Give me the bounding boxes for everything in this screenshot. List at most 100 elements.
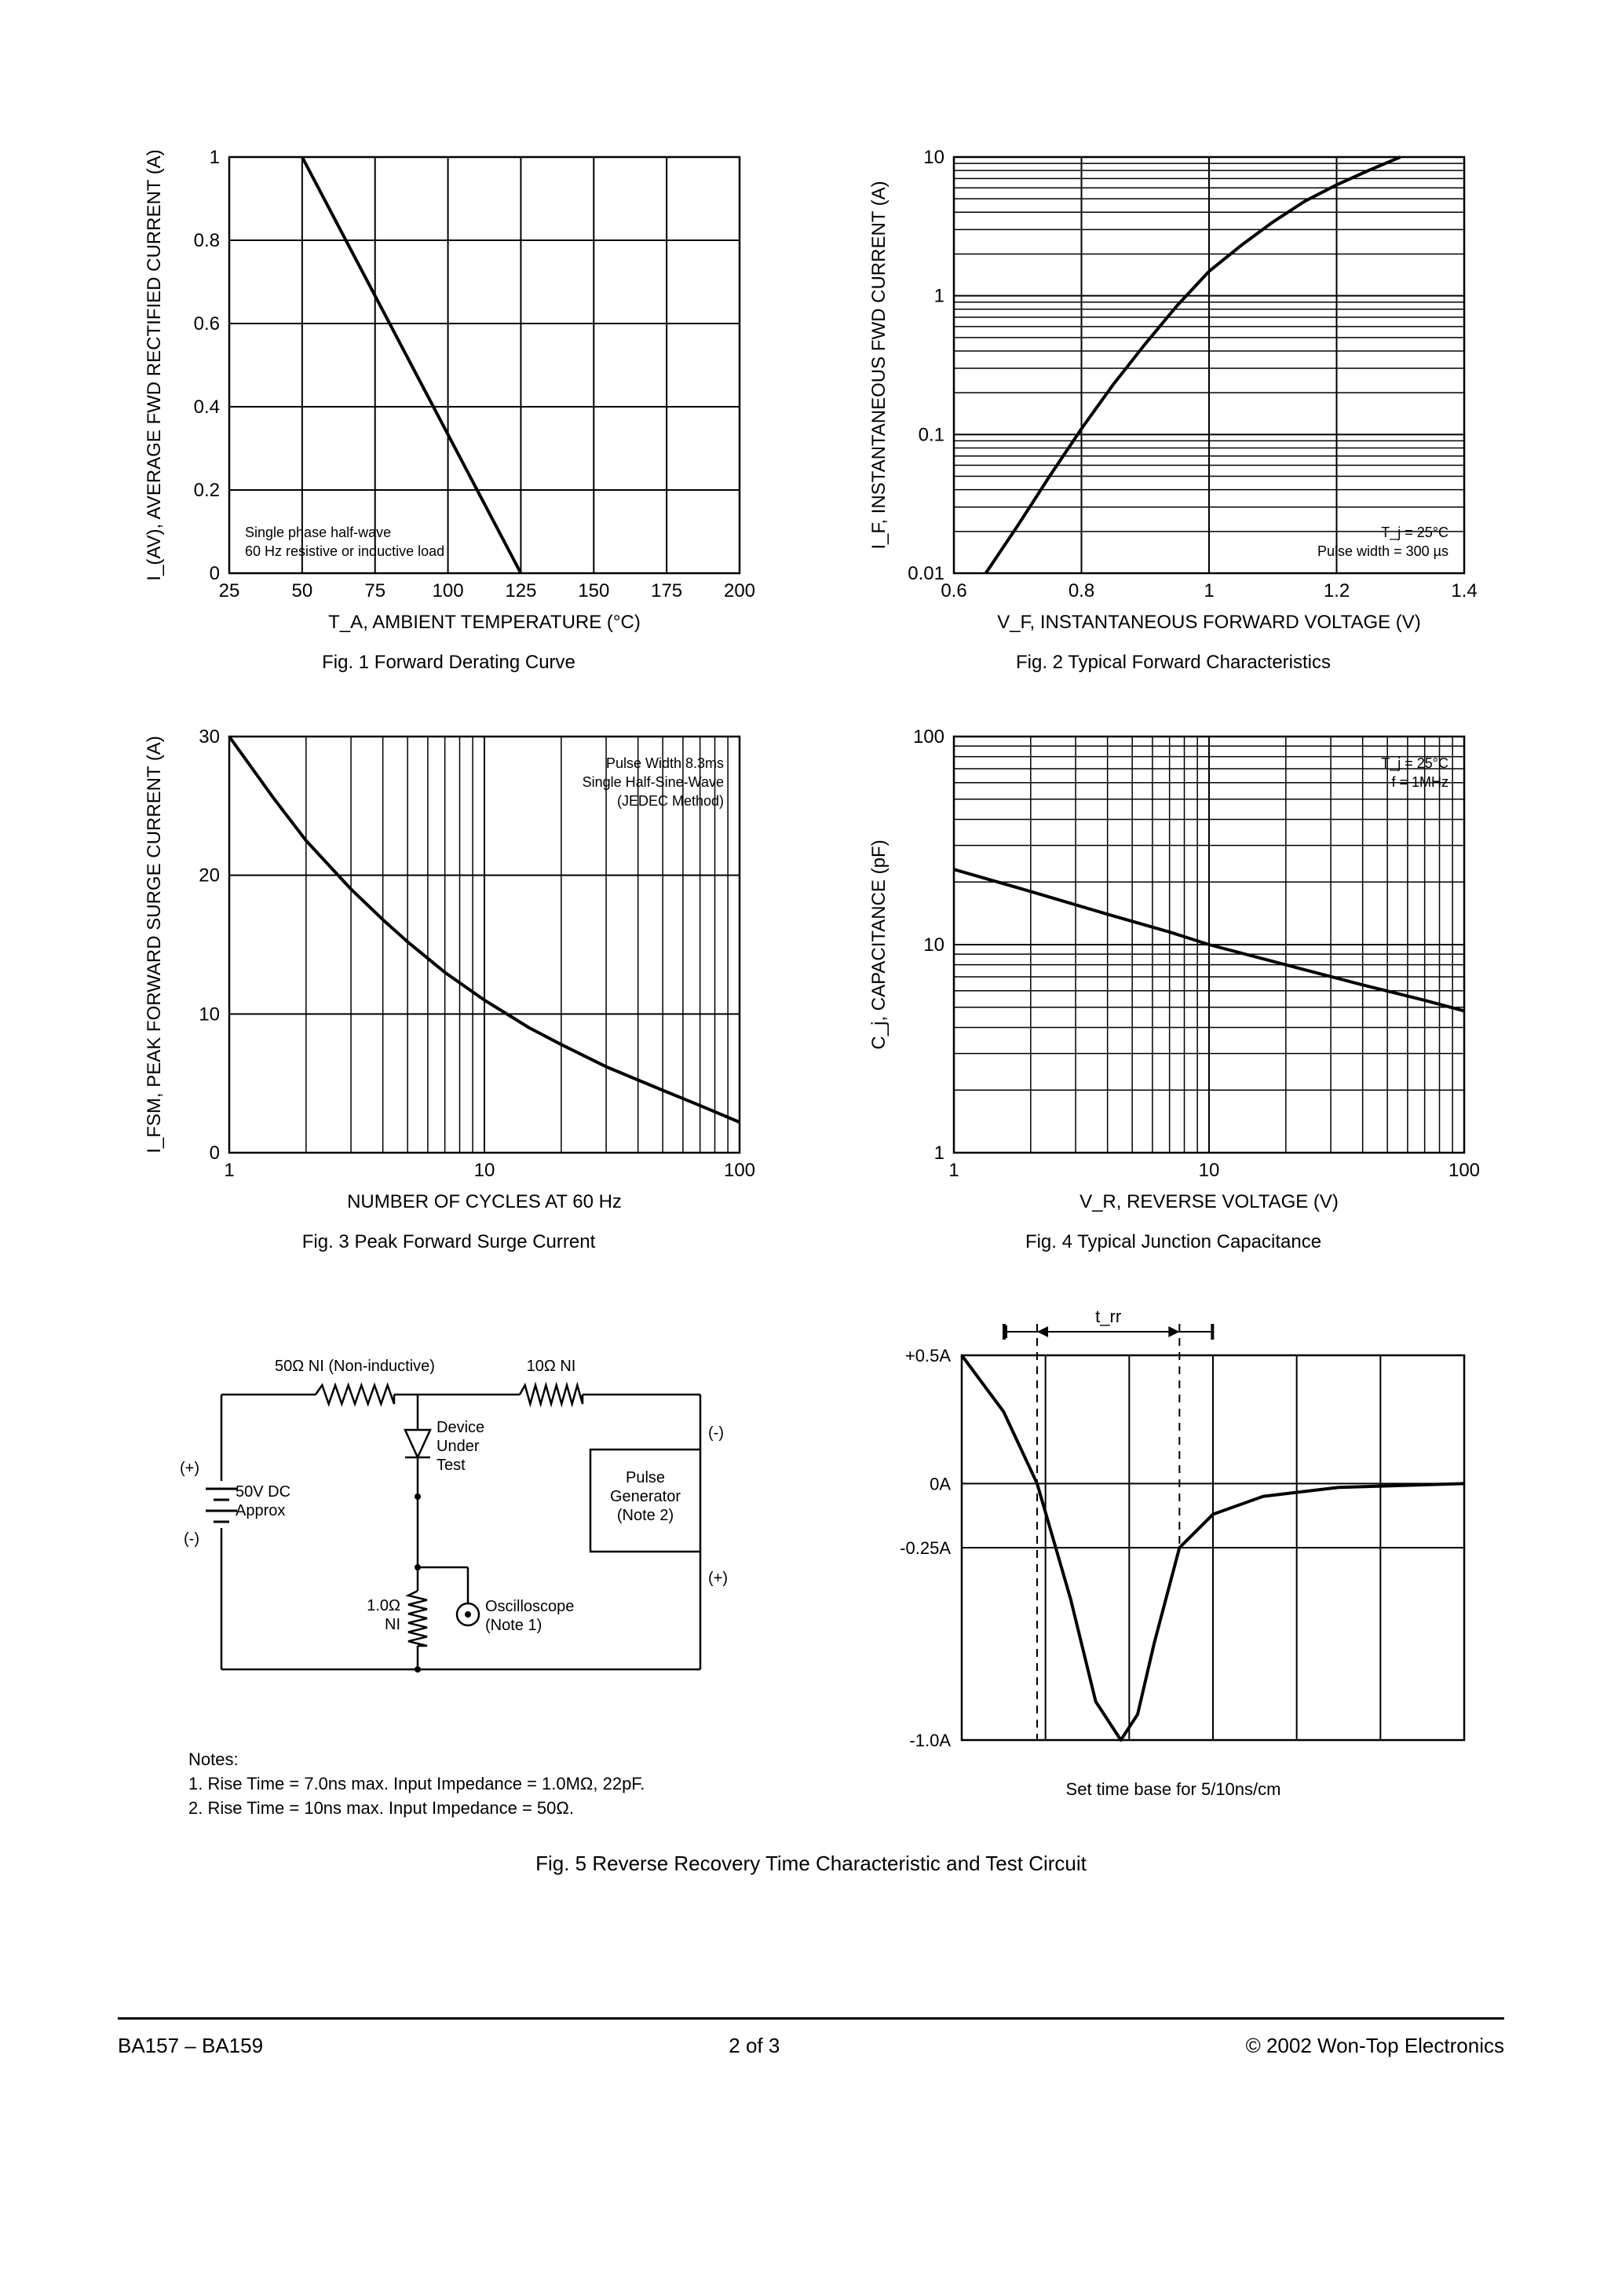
svg-text:100: 100 — [432, 580, 463, 601]
svg-text:0A: 0A — [930, 1474, 951, 1493]
svg-text:75: 75 — [364, 580, 385, 601]
svg-text:t_rr: t_rr — [1095, 1307, 1121, 1326]
svg-text:1: 1 — [933, 1143, 944, 1164]
svg-text:(-): (-) — [184, 1530, 199, 1548]
fig5-waveform: +0.5A 0A -0.25A -1.0A t_rr — [860, 1300, 1488, 1771]
fig4-caption: Fig. 4 Typical Junction Capacitance — [1025, 1231, 1321, 1253]
svg-text:10: 10 — [473, 1160, 495, 1181]
fig5-circuit: 50Ω NI (Non-inductive) Device Under Test 10Ω… — [135, 1300, 763, 1740]
footer-center: 2 of 3 — [729, 2034, 780, 2058]
svg-text:0: 0 — [209, 1143, 219, 1164]
svg-text:NUMBER OF CYCLES AT 60 Hz: NUMBER OF CYCLES AT 60 Hz — [347, 1191, 622, 1212]
svg-text:100: 100 — [1448, 1160, 1479, 1181]
svg-text:(Note 2): (Note 2) — [616, 1507, 673, 1524]
fig5-waveform-cell: +0.5A 0A -0.25A -1.0A t_rr Set time base for… — [842, 1300, 1504, 1820]
svg-text:20: 20 — [199, 865, 220, 887]
fig1-caption: Fig. 1 Forward Derating Curve — [322, 652, 575, 674]
fig5-circuit-cell: 50Ω NI (Non-inductive) Device Under Test 10Ω… — [118, 1300, 780, 1820]
svg-text:10: 10 — [1198, 1160, 1219, 1181]
svg-text:150: 150 — [578, 580, 609, 601]
svg-text:0.8: 0.8 — [193, 230, 219, 251]
svg-text:Approx: Approx — [236, 1502, 285, 1519]
svg-text:10: 10 — [923, 147, 944, 168]
svg-text:Oscilloscope: Oscilloscope — [485, 1598, 574, 1615]
svg-text:0.1: 0.1 — [918, 424, 944, 445]
fig3-chart: 1101000102030NUMBER OF CYCLES AT 60 HzI_… — [135, 721, 763, 1223]
svg-text:1: 1 — [224, 1160, 234, 1181]
svg-text:1: 1 — [948, 1160, 959, 1181]
footer-left: BA157 – BA159 — [118, 2034, 263, 2058]
svg-text:1.0Ω: 1.0Ω — [367, 1597, 400, 1614]
svg-text:C_j, CAPACITANCE (pF): C_j, CAPACITANCE (pF) — [868, 839, 890, 1049]
svg-text:Pulse width = 300 µs: Pulse width = 300 µs — [1317, 543, 1448, 559]
svg-text:T_A, AMBIENT TEMPERATURE (°C): T_A, AMBIENT TEMPERATURE (°C) — [328, 612, 641, 633]
svg-text:Pulse: Pulse — [625, 1469, 664, 1486]
svg-text:I_FSM, PEAK FORWARD SURGE CURR: I_FSM, PEAK FORWARD SURGE CURRENT (A) — [144, 736, 165, 1153]
svg-text:Device: Device — [437, 1419, 484, 1436]
fig1-chart: 25 50 75 100 125 150 175 200 0 0.2 0.4 0.6 0.8 1 T_A, … — [135, 141, 763, 644]
note-1: 1. Rise Time = 7.0ns max. Input Impedanc… — [188, 1772, 645, 1797]
svg-text:(JEDEC Method): (JEDEC Method) — [616, 793, 723, 809]
svg-text:-1.0A: -1.0A — [909, 1731, 951, 1750]
svg-text:60 Hz resistive or inductive l: 60 Hz resistive or inductive load — [245, 543, 444, 559]
page-footer: BA157 – BA159 2 of 3 © 2002 Won-Top Elec… — [118, 2017, 1504, 2058]
fig3-caption: Fig. 3 Peak Forward Surge Current — [302, 1231, 596, 1253]
svg-text:(+): (+) — [708, 1570, 728, 1587]
fig2-chart: 0.60.811.21.40.010.1110V_F, INSTANTANEOU… — [860, 141, 1488, 644]
svg-text:V_R, REVERSE VOLTAGE (V): V_R, REVERSE VOLTAGE (V) — [1080, 1191, 1339, 1212]
datasheet-page: 25507510012515017520000.20.40.60.81T_A, … — [118, 141, 1504, 2058]
svg-text:I_F, INSTANTANEOUS FWD CURRENT: I_F, INSTANTANEOUS FWD CURRENT (A) — [868, 181, 890, 549]
footer-right: © 2002 Won-Top Electronics — [1246, 2034, 1504, 2058]
svg-text:125: 125 — [505, 580, 536, 601]
svg-text:30: 30 — [199, 726, 220, 748]
svg-text:f = 1MHz: f = 1MHz — [1391, 774, 1448, 790]
svg-text:1.2: 1.2 — [1323, 580, 1349, 601]
svg-text:NI: NI — [385, 1616, 400, 1633]
svg-text:Pulse Width 8.3ms: Pulse Width 8.3ms — [605, 755, 723, 771]
svg-text:50V DC: 50V DC — [236, 1483, 290, 1501]
fig2-caption: Fig. 2 Typical Forward Characteristics — [1016, 652, 1331, 674]
fig2-cell: 0.60.811.21.40.010.1110V_F, INSTANTANEOU… — [842, 141, 1504, 674]
svg-text:1: 1 — [933, 286, 944, 307]
fig5-waveform-caption: Set time base for 5/10ns/cm — [1066, 1779, 1281, 1800]
svg-text:Under: Under — [437, 1438, 480, 1455]
svg-text:25: 25 — [218, 580, 239, 601]
svg-text:200: 200 — [723, 580, 754, 601]
svg-text:50: 50 — [291, 580, 312, 601]
notes-heading: Notes: — [188, 1748, 645, 1772]
svg-text:I_(AV), AVERAGE FWD RECTIFIED: I_(AV), AVERAGE FWD RECTIFIED CURRENT (A… — [144, 149, 165, 580]
svg-text:1: 1 — [1204, 580, 1214, 601]
svg-text:T_j = 25°C: T_j = 25°C — [1381, 525, 1448, 541]
svg-text:100: 100 — [912, 726, 944, 748]
svg-text:175: 175 — [651, 580, 682, 601]
svg-text:0.8: 0.8 — [1068, 580, 1094, 601]
svg-text:(+): (+) — [180, 1460, 199, 1477]
svg-text:0: 0 — [209, 563, 219, 584]
svg-text:1: 1 — [209, 147, 219, 168]
svg-text:0.2: 0.2 — [193, 480, 219, 501]
svg-text:0.6: 0.6 — [193, 313, 219, 335]
svg-text:Single Half-Sine-Wave: Single Half-Sine-Wave — [582, 774, 723, 790]
fig5-caption: Fig. 5 Reverse Recovery Time Characteris… — [118, 1852, 1504, 1876]
svg-text:0.4: 0.4 — [193, 397, 219, 418]
svg-text:(-): (-) — [708, 1424, 724, 1442]
fig4-cell: 1 10 100 1 10 100 V_R, REVERSE VOLTAGE (V) C_j,… — [842, 721, 1504, 1253]
svg-text:V_F, INSTANTANEOUS FORWARD VOL: V_F, INSTANTANEOUS FORWARD VOLTAGE (V) — [997, 612, 1421, 633]
fig1-cell: 25 50 75 100 125 150 175 200 0 0.2 0.4 0.6 0.8 1 T_A, … — [118, 141, 780, 674]
fig5-notes: Notes: 1. Rise Time = 7.0ns max. Input I… — [188, 1748, 645, 1820]
fig3-cell: 1101000102030NUMBER OF CYCLES AT 60 HzI_… — [118, 721, 780, 1253]
svg-text:Single phase half-wave: Single phase half-wave — [245, 525, 391, 540]
svg-text:T_j = 25°C: T_j = 25°C — [1381, 755, 1448, 772]
chart-grid: 25507510012515017520000.20.40.60.81T_A, … — [118, 141, 1504, 1820]
svg-text:-0.25A: -0.25A — [900, 1538, 951, 1558]
svg-text:+0.5A: +0.5A — [904, 1346, 950, 1366]
svg-text:10: 10 — [923, 934, 944, 956]
svg-text:1.4: 1.4 — [1451, 580, 1477, 601]
svg-text:Test: Test — [437, 1457, 466, 1474]
svg-text:Generator: Generator — [609, 1488, 680, 1505]
svg-text:10: 10 — [199, 1004, 220, 1025]
svg-text:0.01: 0.01 — [908, 563, 944, 584]
svg-text:50Ω NI (Non-inductive): 50Ω NI (Non-inductive) — [275, 1358, 435, 1375]
note-2: 2. Rise Time = 10ns max. Input Impedance… — [188, 1797, 645, 1821]
svg-text:10Ω NI: 10Ω NI — [526, 1358, 575, 1375]
